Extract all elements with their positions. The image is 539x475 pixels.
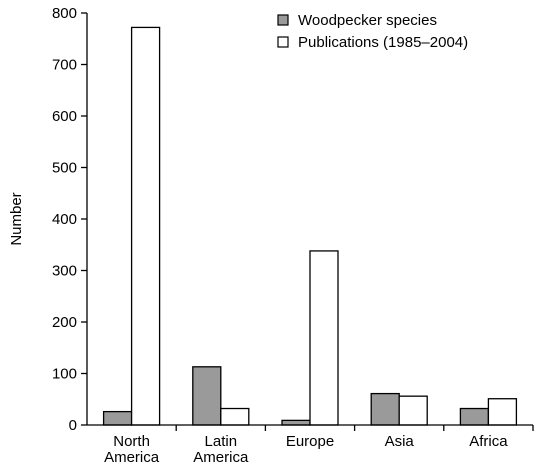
y-axis: 0 100 200 300 400 500 600 700 800 bbox=[52, 5, 88, 434]
bar-publications bbox=[130, 26, 161, 426]
y-axis-title: Number bbox=[8, 192, 25, 245]
legend-label: Woodpecker species bbox=[298, 12, 437, 29]
x-tick-label: America bbox=[104, 449, 160, 466]
bar-species bbox=[459, 407, 490, 426]
y-tick-label: 200 bbox=[52, 314, 77, 331]
bar-species bbox=[102, 410, 133, 426]
legend-swatch bbox=[277, 36, 289, 48]
x-tick-label: Latin bbox=[205, 433, 238, 450]
bar-publications bbox=[220, 407, 250, 426]
y-tick-label: 100 bbox=[52, 366, 77, 383]
x-tick-label: America bbox=[193, 449, 249, 466]
bar-species bbox=[192, 366, 222, 426]
bar-species bbox=[370, 392, 400, 426]
legend-label: Publications (1985–2004) bbox=[298, 34, 468, 51]
legend-swatch bbox=[277, 14, 289, 26]
legend: Woodpecker species Publications (1985–200… bbox=[277, 12, 468, 51]
bar-publications bbox=[309, 250, 339, 426]
x-tick-label: Asia bbox=[385, 433, 415, 450]
y-tick-label: 600 bbox=[52, 108, 77, 125]
y-tick-label: 400 bbox=[52, 211, 77, 228]
y-tick-label: 500 bbox=[52, 160, 77, 177]
y-tick-label: 0 bbox=[69, 417, 77, 434]
bar-publications bbox=[487, 398, 518, 426]
x-tick-label: Africa bbox=[469, 433, 508, 450]
y-tick-label: 300 bbox=[52, 263, 77, 280]
x-tick-label: Europe bbox=[286, 433, 334, 450]
bar-species bbox=[281, 419, 311, 426]
plot-area bbox=[102, 26, 518, 426]
y-tick-label: 700 bbox=[52, 57, 77, 74]
y-tick-label: 800 bbox=[52, 5, 77, 22]
x-tick-label: North bbox=[113, 433, 150, 450]
bar-publications bbox=[398, 395, 428, 426]
